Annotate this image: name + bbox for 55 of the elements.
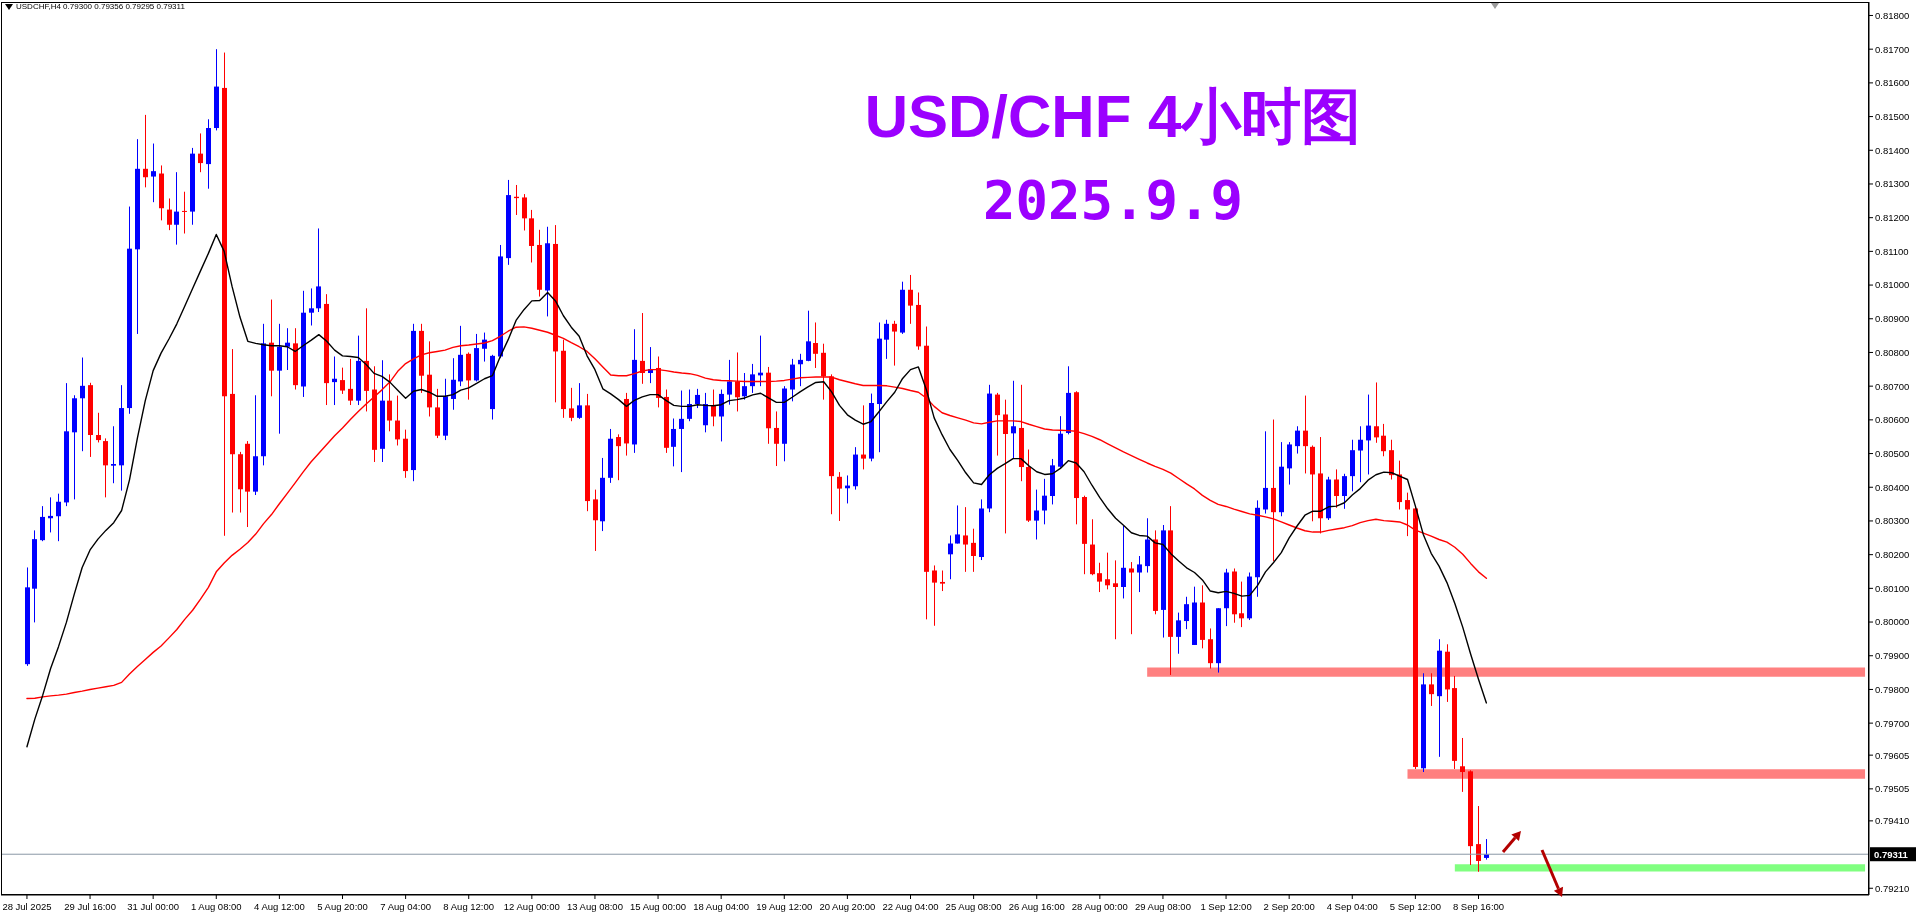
y-tick-label: 0.80700 — [1875, 380, 1910, 392]
y-tick-label: 0.80800 — [1875, 346, 1910, 358]
x-tick-label: 1 Aug 08:00 — [190, 901, 242, 912]
x-tick-label: 13 Aug 08:00 — [566, 901, 623, 912]
text: 2025.9.9 — [982, 169, 1244, 232]
x-tick-label: 12 Aug 00:00 — [503, 901, 560, 912]
annotation: USDCHF,H4 0.79300 0.79356 0.79295 0.79311 — [16, 2, 185, 11]
x-tick-label: 20 Aug 20:00 — [819, 901, 876, 912]
y-tick-label: 0.79605 — [1875, 749, 1910, 761]
x-tick-label: 8 Aug 12:00 — [443, 901, 495, 912]
y-tick-label: 0.80300 — [1875, 515, 1910, 527]
line-series — [26, 233, 1488, 748]
y-tick-label: 0.80500 — [1875, 447, 1910, 459]
x-tick-label: 22 Aug 04:00 — [882, 901, 939, 912]
y-tick-label: 0.81100 — [1875, 245, 1909, 257]
y-tick-label: 0.81800 — [1875, 9, 1910, 21]
ref-line-label: 0.79311 — [1874, 849, 1909, 861]
x-tick-label: 8 Sep 16:00 — [1452, 901, 1505, 912]
y-tick-label: 0.79410 — [1875, 815, 1910, 827]
y-tick-label: 0.80600 — [1875, 414, 1910, 426]
x-tick-label: 4 Aug 12:00 — [254, 901, 305, 912]
x-tick-label: 7 Aug 04:00 — [380, 901, 431, 912]
y-tick-label: 0.81000 — [1875, 279, 1910, 291]
y-tick-label: 0.81200 — [1875, 212, 1910, 224]
x-tick-label: 28 Jul 2025 — [2, 901, 52, 912]
x-tick-label: 5 Aug 20:00 — [317, 901, 368, 912]
y-tick-label: 0.79210 — [1875, 882, 1910, 894]
x-tick-label: 5 Sep 12:00 — [1389, 901, 1442, 912]
text: USD/CHF 4小时图 — [864, 83, 1362, 150]
x-tick-label: 25 Aug 08:00 — [945, 901, 1002, 912]
y-tick-label: 0.79700 — [1875, 717, 1910, 729]
x-tick-label: 26 Aug 16:00 — [1008, 901, 1065, 912]
x-tick-label: 28 Aug 00:00 — [1071, 901, 1128, 912]
y-tick-label: 0.81600 — [1875, 77, 1910, 89]
x-tick-label: 4 Sep 04:00 — [1326, 901, 1378, 912]
y-tick-label: 0.80200 — [1875, 549, 1910, 561]
y-tick-label: 0.81300 — [1875, 178, 1910, 190]
x-tick-label: 29 Jul 16:00 — [64, 901, 116, 912]
y-tick-label: 0.79800 — [1875, 683, 1910, 695]
x-tick-label: 1 Sep 12:00 — [1200, 901, 1252, 912]
x-tick-label: 29 Aug 08:00 — [1134, 901, 1191, 912]
y-tick-label: 0.80100 — [1875, 582, 1910, 594]
y-tick-label: 0.79505 — [1875, 783, 1910, 795]
x-tick-label: 18 Aug 04:00 — [693, 901, 750, 912]
y-tick-label: 0.80000 — [1875, 616, 1910, 628]
y-tick-label: 0.81700 — [1875, 43, 1910, 55]
x-tick-label: 19 Aug 12:00 — [756, 901, 813, 912]
y-tick-label: 0.80900 — [1875, 313, 1910, 325]
y-tick-label: 0.81400 — [1875, 144, 1910, 156]
x-tick-label: 31 Jul 00:00 — [127, 901, 180, 912]
y-tick-label: 0.80400 — [1875, 481, 1910, 493]
y-tick-label: 0.81500 — [1875, 110, 1910, 122]
y-tick-label: 0.79900 — [1875, 650, 1910, 662]
x-tick-label: 15 Aug 00:00 — [630, 901, 687, 912]
x-tick-label: 2 Sep 20:00 — [1263, 901, 1315, 912]
